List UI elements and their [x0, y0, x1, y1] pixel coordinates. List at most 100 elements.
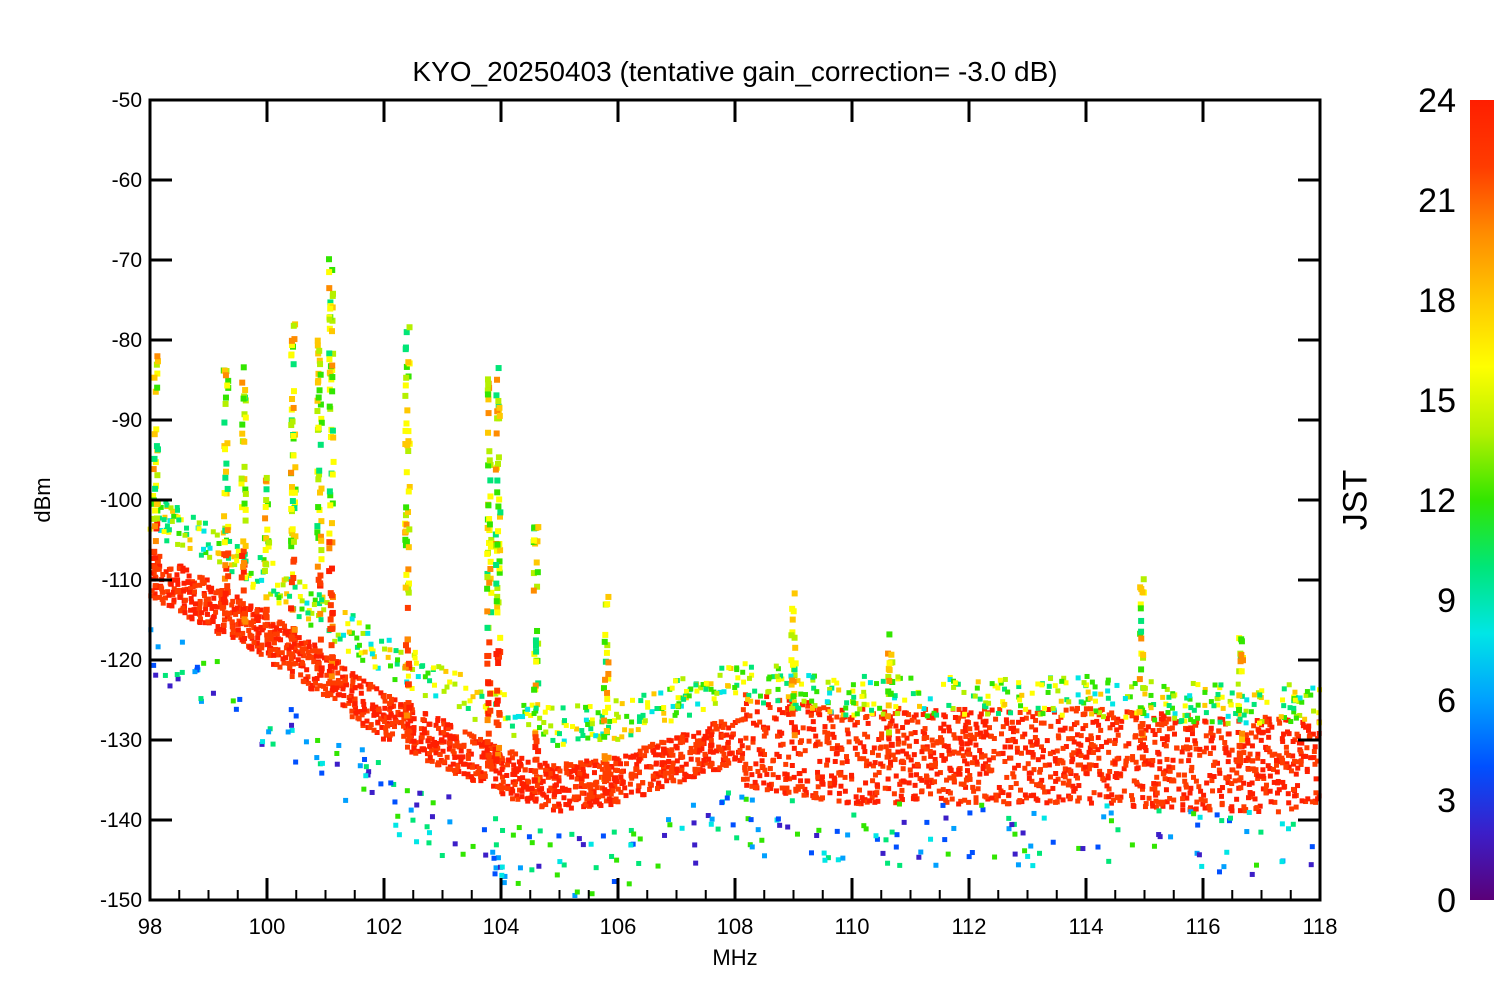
data-point — [474, 689, 480, 695]
data-point — [666, 759, 672, 765]
data-point — [1029, 778, 1035, 784]
data-point — [429, 814, 435, 820]
data-point — [202, 520, 208, 526]
data-point — [478, 742, 484, 748]
data-point — [176, 517, 182, 523]
data-point — [289, 644, 295, 650]
data-point — [1223, 750, 1229, 756]
data-point — [712, 700, 718, 706]
data-point — [491, 855, 497, 861]
data-point — [431, 682, 437, 688]
data-point — [305, 610, 311, 616]
data-point — [316, 648, 323, 655]
data-point — [533, 798, 539, 804]
data-point — [405, 589, 412, 596]
data-point — [1279, 821, 1285, 827]
data-point — [232, 562, 238, 568]
data-point — [163, 569, 169, 575]
data-point — [182, 610, 188, 616]
data-point — [603, 728, 610, 735]
data-point — [686, 712, 692, 718]
data-point — [628, 732, 634, 738]
data-point — [914, 761, 920, 767]
data-point — [649, 709, 655, 715]
data-point — [755, 827, 761, 833]
data-point — [497, 634, 504, 641]
data-point — [929, 762, 935, 768]
data-point — [267, 630, 273, 636]
data-point — [537, 828, 543, 834]
data-point — [326, 285, 333, 292]
data-point — [1071, 788, 1077, 794]
data-point — [417, 790, 423, 796]
data-point — [541, 720, 547, 726]
data-point — [321, 683, 327, 689]
data-point — [1239, 730, 1246, 737]
data-point — [496, 569, 503, 576]
data-point — [1293, 804, 1299, 810]
data-point — [701, 736, 707, 742]
data-point — [545, 774, 551, 780]
data-point — [1009, 822, 1015, 828]
data-point — [700, 706, 706, 712]
data-point — [949, 796, 955, 802]
data-point — [767, 674, 773, 680]
data-point — [784, 785, 790, 791]
data-point — [589, 717, 595, 723]
data-point — [1276, 787, 1282, 793]
data-point — [388, 704, 394, 710]
data-point — [223, 552, 230, 559]
data-point — [636, 860, 642, 866]
data-point — [382, 705, 388, 711]
data-point — [605, 675, 612, 682]
data-point — [263, 614, 270, 621]
data-point — [1052, 756, 1058, 762]
data-point — [775, 666, 781, 672]
data-point — [154, 560, 160, 566]
data-point — [1006, 826, 1012, 832]
data-point — [175, 577, 181, 583]
data-point — [721, 689, 727, 695]
data-point — [254, 609, 260, 615]
data-point — [1039, 682, 1045, 688]
data-point — [1092, 744, 1098, 750]
data-point — [924, 734, 930, 740]
data-point — [1188, 725, 1194, 731]
data-point — [393, 648, 399, 654]
data-point — [158, 504, 164, 510]
data-point — [334, 684, 340, 690]
data-point — [375, 665, 381, 671]
data-point — [640, 712, 646, 718]
data-point — [405, 580, 412, 587]
data-point — [819, 779, 825, 785]
data-point — [197, 600, 203, 606]
data-point — [743, 700, 749, 706]
data-point — [762, 853, 768, 859]
data-point — [325, 690, 331, 696]
data-point — [1100, 714, 1106, 720]
data-point — [785, 824, 791, 830]
data-point — [556, 789, 562, 795]
data-point — [482, 771, 488, 777]
data-point — [450, 734, 456, 740]
data-point — [1233, 711, 1239, 717]
data-point — [1249, 743, 1255, 749]
data-point — [635, 788, 641, 794]
data-point — [535, 524, 542, 531]
data-point — [999, 731, 1005, 737]
data-point — [361, 786, 367, 792]
data-point — [221, 622, 227, 628]
data-point — [293, 713, 299, 719]
data-point — [1180, 802, 1186, 808]
data-point — [267, 652, 273, 658]
data-point — [805, 709, 811, 715]
data-point — [885, 748, 892, 755]
data-point — [223, 468, 230, 475]
data-point — [290, 651, 296, 657]
data-point — [392, 724, 398, 730]
data-point — [493, 561, 500, 568]
data-point — [993, 792, 999, 798]
data-point — [241, 610, 248, 617]
data-point — [859, 795, 865, 801]
data-point — [605, 659, 612, 666]
